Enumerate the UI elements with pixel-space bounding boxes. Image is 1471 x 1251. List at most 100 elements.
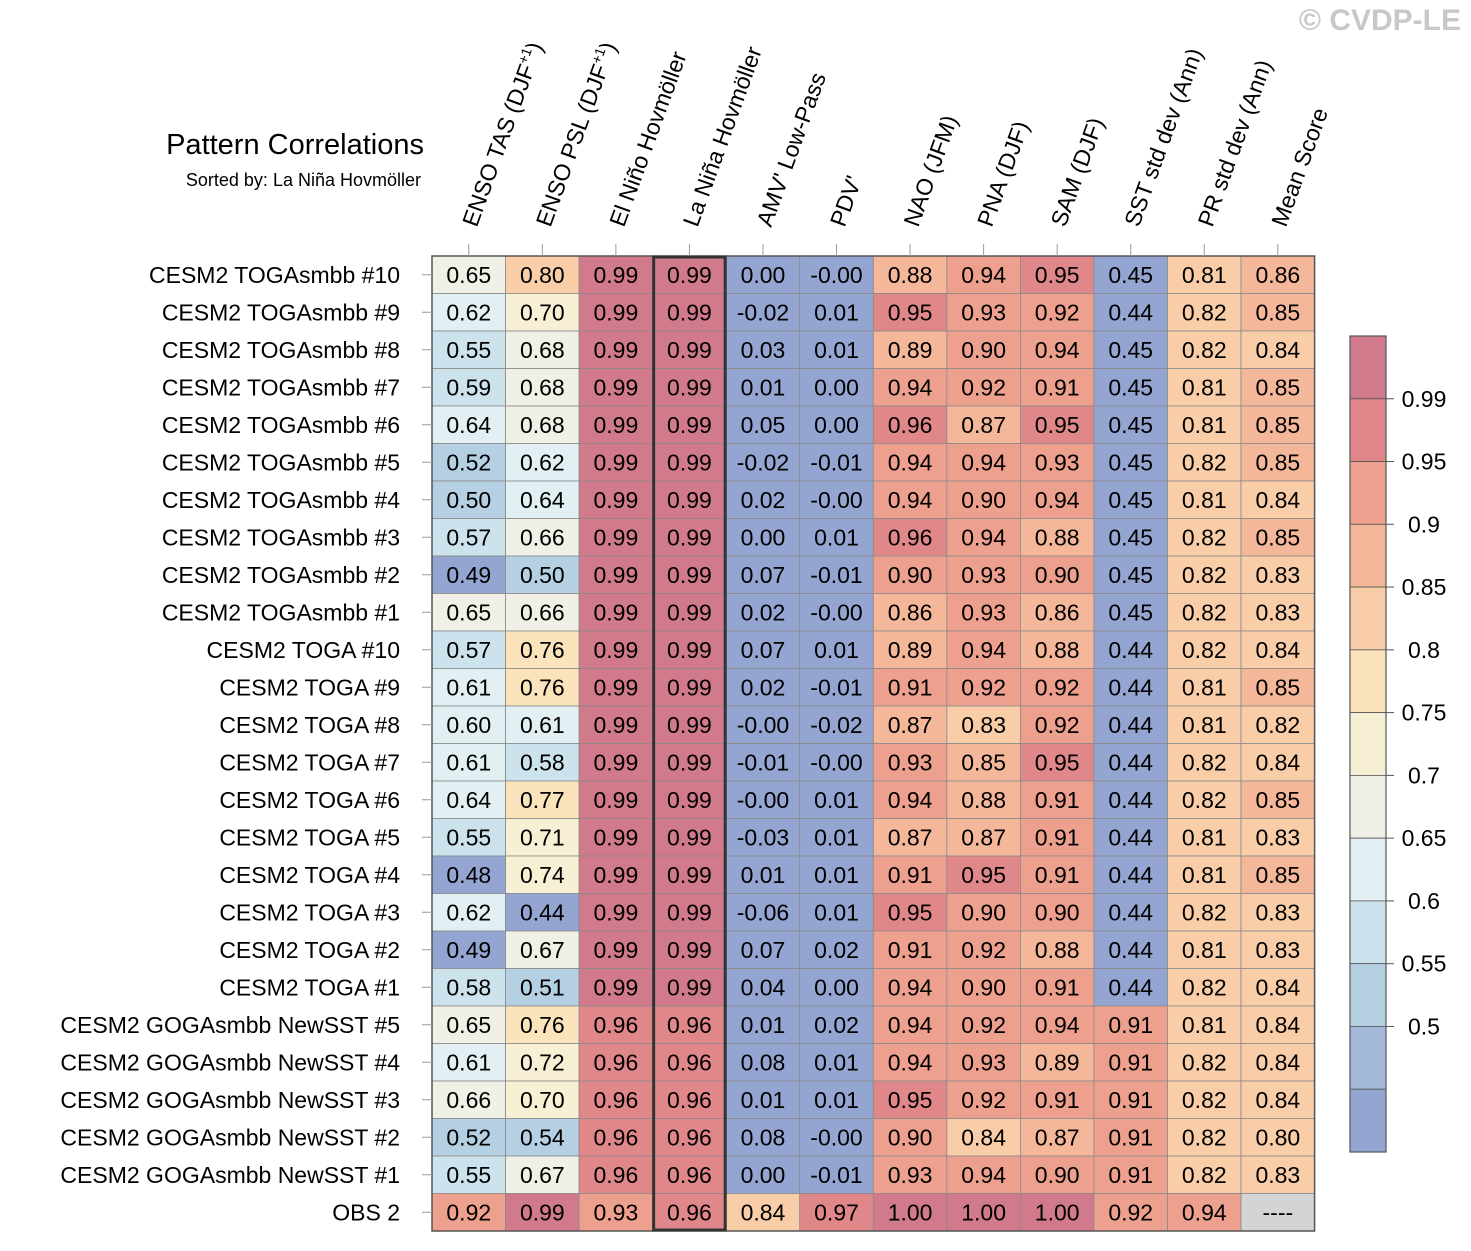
cell-value-label: 0.45 bbox=[1108, 599, 1153, 625]
heatmap-cell bbox=[431, 1193, 506, 1232]
heatmap-cell bbox=[505, 1080, 580, 1119]
cell-value-label: 0.55 bbox=[446, 1162, 491, 1188]
cell-value-label: -0.03 bbox=[737, 824, 789, 850]
heatmap-cell bbox=[1240, 855, 1316, 894]
heatmap-cell bbox=[799, 405, 874, 444]
colorbar-label: 0.99 bbox=[1402, 386, 1447, 412]
cell-value-label: 0.52 bbox=[446, 1124, 491, 1150]
cell-value-label: 0.72 bbox=[520, 1049, 565, 1075]
cell-value-label: -0.00 bbox=[737, 787, 789, 813]
cell-value-label: -0.01 bbox=[810, 562, 862, 588]
heatmap-cell bbox=[578, 630, 654, 669]
row-label: CESM2 TOGAsmbb #9 bbox=[162, 299, 400, 325]
cell-value-label: 0.67 bbox=[520, 937, 565, 963]
heatmap-cell bbox=[578, 1118, 654, 1157]
heatmap-cell bbox=[1240, 555, 1316, 594]
cell-value-label: 0.95 bbox=[888, 1087, 933, 1113]
cell-value-label: 0.92 bbox=[961, 1012, 1006, 1038]
cell-value-label: 0.00 bbox=[814, 374, 859, 400]
cell-value-label: 0.94 bbox=[888, 974, 933, 1000]
cell-value-label: 0.45 bbox=[1108, 524, 1153, 550]
heatmap-cell bbox=[799, 818, 874, 857]
heatmap-cell bbox=[1093, 368, 1168, 407]
cell-value-label: 0.96 bbox=[593, 1012, 638, 1038]
cell-value-label: 0.44 bbox=[1108, 712, 1153, 738]
cell-value-label: 0.91 bbox=[1108, 1124, 1153, 1150]
cell-value-label: 0.44 bbox=[1108, 862, 1153, 888]
cell-value-label: 0.99 bbox=[593, 712, 638, 738]
cell-value-label: 0.99 bbox=[593, 599, 638, 625]
heatmap-cell bbox=[872, 1043, 948, 1082]
heatmap-cell bbox=[872, 555, 948, 594]
cell-value-label: 0.02 bbox=[741, 599, 786, 625]
cell-value-label: 1.00 bbox=[888, 1199, 933, 1225]
heatmap-cell bbox=[872, 968, 948, 1007]
cell-value-label: 0.94 bbox=[888, 787, 933, 813]
cell-value-label: 0.01 bbox=[814, 637, 859, 663]
colorbar-segment bbox=[1349, 523, 1387, 588]
cell-value-label: 0.68 bbox=[520, 412, 565, 438]
heatmap-cell bbox=[946, 893, 1021, 932]
cell-value-label: 0.97 bbox=[814, 1199, 859, 1225]
cell-value-label: 0.99 bbox=[593, 374, 638, 400]
heatmap-cell bbox=[946, 1118, 1021, 1157]
cell-value-label: 0.58 bbox=[520, 749, 565, 775]
colorbar-segment bbox=[1349, 837, 1387, 902]
heatmap-cell bbox=[946, 255, 1021, 294]
colorbar-label: 0.9 bbox=[1408, 511, 1440, 537]
cell-value-label: 0.96 bbox=[667, 1162, 712, 1188]
cell-value-label: 0.99 bbox=[667, 449, 712, 475]
column-label: ENSO PSL (DJF+1) bbox=[530, 38, 622, 230]
heatmap-cell bbox=[578, 968, 654, 1007]
cell-value-label: 0.99 bbox=[593, 524, 638, 550]
heatmap-cell bbox=[1240, 255, 1316, 294]
heatmap-cell bbox=[505, 518, 580, 557]
heatmap-cell bbox=[578, 368, 654, 407]
heatmap-cell bbox=[652, 1043, 727, 1082]
cell-value-label: 0.83 bbox=[1255, 824, 1300, 850]
cell-value-label: 0.99 bbox=[667, 937, 712, 963]
cell-value-label: 0.92 bbox=[1035, 299, 1080, 325]
cell-value-label: 0.99 bbox=[593, 749, 638, 775]
column-label: ENSO TAS (DJF+1) bbox=[456, 38, 548, 230]
cell-value-label: 0.07 bbox=[741, 637, 786, 663]
cell-value-label: 0.90 bbox=[961, 974, 1006, 1000]
cell-value-label: 0.00 bbox=[814, 412, 859, 438]
cell-value-label: 0.99 bbox=[667, 487, 712, 513]
cell-value-label: 0.64 bbox=[446, 787, 491, 813]
cell-value-label: 0.92 bbox=[961, 1087, 1006, 1113]
heatmap-cell bbox=[1020, 930, 1095, 969]
heatmap-cell bbox=[652, 930, 727, 969]
heatmap-cell bbox=[505, 968, 580, 1007]
heatmap-cell bbox=[799, 1005, 874, 1044]
column-label: PNA (DJF) bbox=[972, 118, 1034, 230]
colorbar-label: 0.7 bbox=[1408, 762, 1440, 788]
row-label: CESM2 TOGA #10 bbox=[207, 637, 400, 663]
cell-value-label: 0.44 bbox=[1108, 787, 1153, 813]
cell-value-label: 0.82 bbox=[1182, 787, 1227, 813]
cell-value-label: 0.81 bbox=[1182, 412, 1227, 438]
cell-value-label: 0.02 bbox=[741, 487, 786, 513]
heatmap-cell bbox=[946, 630, 1021, 669]
heatmap-cell bbox=[872, 930, 948, 969]
heatmap-cell bbox=[872, 630, 948, 669]
cell-value-label: 0.99 bbox=[593, 337, 638, 363]
cell-value-label: 0.99 bbox=[520, 1199, 565, 1225]
cell-value-label: 0.94 bbox=[888, 1049, 933, 1075]
heatmap-cell bbox=[1093, 518, 1168, 557]
sorted-column-highlight bbox=[652, 255, 727, 1232]
cell-value-label: 0.99 bbox=[667, 862, 712, 888]
heatmap-cell bbox=[725, 1193, 801, 1232]
cell-value-label: 0.82 bbox=[1182, 637, 1227, 663]
heatmap-border bbox=[431, 255, 1316, 1232]
row-label: CESM2 GOGAsmbb NewSST #4 bbox=[60, 1049, 400, 1075]
cell-value-label: 0.68 bbox=[520, 337, 565, 363]
cell-value-label: -0.02 bbox=[737, 449, 789, 475]
cell-value-label: 0.99 bbox=[593, 899, 638, 925]
cell-value-label: 0.87 bbox=[888, 824, 933, 850]
heatmap-cell bbox=[725, 780, 801, 819]
colorbar-segment bbox=[1349, 1026, 1387, 1090]
heatmap-cell bbox=[872, 1155, 948, 1194]
heatmap-cell bbox=[799, 780, 874, 819]
cell-value-label: 0.07 bbox=[741, 562, 786, 588]
